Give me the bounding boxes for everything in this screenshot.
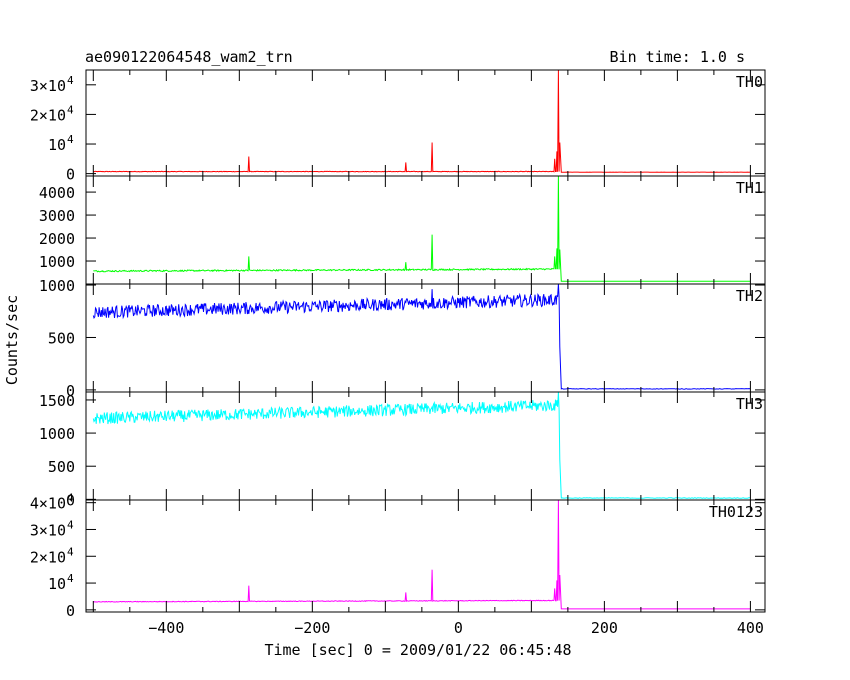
- x-tick-label: 0: [454, 619, 463, 637]
- y-tick-label: 3000: [39, 207, 75, 225]
- chart-title: ae090122064548_wam2_trn: [85, 48, 293, 66]
- y-tick-exponent: 4: [67, 74, 74, 87]
- panel-th3: 0 500 1000 1500 TH3: [39, 391, 766, 509]
- y-tick-label: 1000: [39, 425, 75, 443]
- y-tick-label: 500: [48, 458, 75, 476]
- panel-th2: 0 500 1000 TH2: [39, 277, 766, 400]
- series-line-th1: [93, 176, 751, 282]
- panel-name-th1: TH1: [736, 179, 763, 197]
- panel-th1: 1000 2000 3000 4000 TH1: [39, 175, 766, 285]
- series-line-th0: [93, 70, 751, 173]
- panel-name-th2: TH2: [736, 287, 763, 305]
- y-tick-label: 0: [66, 166, 75, 184]
- x-tick-label: 400: [737, 619, 764, 637]
- y-tick-label: 10: [48, 575, 66, 593]
- bin-time-label: Bin time: 1.0 s: [610, 48, 745, 66]
- x-tick-label: −400: [148, 619, 184, 637]
- x-tick-label: 200: [591, 619, 618, 637]
- series-line-th2: [92, 284, 751, 390]
- y-tick-label: 0: [66, 491, 75, 509]
- y-tick-label: 1500: [39, 392, 75, 410]
- panel-frame: [85, 283, 766, 393]
- x-tick-labels: −400 −200 0 200 400: [148, 619, 764, 637]
- y-tick-label: 4×10: [30, 495, 66, 513]
- y-tick-exponent: 4: [67, 103, 74, 116]
- y-tick-label: 1000: [39, 277, 75, 295]
- x-axis-label: Time [sec] 0 = 2009/01/22 06:45:48: [264, 641, 571, 659]
- series-line-th0123: [93, 500, 751, 610]
- y-tick-label: 4000: [39, 184, 75, 202]
- series-line-th3: [92, 392, 751, 499]
- panel-frame: [85, 69, 766, 177]
- y-tick-exponent: 4: [67, 518, 74, 531]
- y-tick-label: 0: [66, 602, 75, 620]
- y-tick-label: 10: [48, 136, 66, 154]
- panel-frame: [85, 499, 766, 613]
- y-tick-label: 2000: [39, 230, 75, 248]
- y-tick-exponent: 4: [67, 492, 74, 505]
- y-tick-exponent: 4: [67, 572, 74, 585]
- x-tick-label: −200: [294, 619, 330, 637]
- y-tick-label: 0: [66, 382, 75, 400]
- panel-name-th0: TH0: [736, 73, 763, 91]
- panel-name-th0123: TH0123: [709, 503, 763, 521]
- y-tick-label: 500: [48, 329, 75, 347]
- y-tick-label: 2×10: [30, 548, 66, 566]
- panel-name-th3: TH3: [736, 395, 763, 413]
- y-tick-exponent: 4: [67, 545, 74, 558]
- panel-frame: [85, 175, 766, 285]
- y-tick-label: 3×10: [30, 521, 66, 539]
- y-tick-exponent: 4: [67, 133, 74, 146]
- y-axis-label: Counts/sec: [3, 295, 21, 385]
- panel-th0: 010 42×10 43×10 4 TH0: [30, 69, 766, 184]
- y-tick-label: 3×10: [30, 77, 66, 95]
- y-tick-label: 2×10: [30, 106, 66, 124]
- y-tick-label: 1000: [39, 253, 75, 271]
